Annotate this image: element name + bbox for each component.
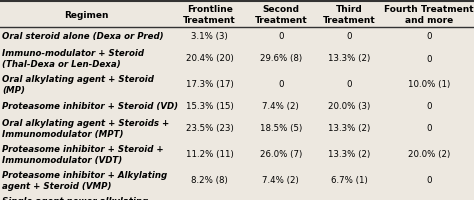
Text: 8.2% (8): 8.2% (8) — [191, 176, 228, 185]
Text: 11.2% (11): 11.2% (11) — [186, 150, 234, 159]
Text: 13.3% (2): 13.3% (2) — [328, 124, 371, 133]
Text: 7.4% (2): 7.4% (2) — [263, 102, 299, 111]
Text: 17.3% (17): 17.3% (17) — [186, 80, 234, 89]
Text: Third
Treatment: Third Treatment — [323, 5, 376, 25]
Text: 0: 0 — [426, 124, 432, 133]
Text: 26.0% (7): 26.0% (7) — [260, 150, 302, 159]
Text: 10.0% (1): 10.0% (1) — [408, 80, 450, 89]
Text: Oral alkylating agent + Steroids +
Immunomodulator (MPT): Oral alkylating agent + Steroids + Immun… — [2, 119, 169, 138]
Text: 13.3% (2): 13.3% (2) — [328, 150, 371, 159]
Text: 0: 0 — [278, 80, 283, 89]
Text: 0: 0 — [426, 176, 432, 185]
Text: Single agent newer alkylating
agent (bendamustine): Single agent newer alkylating agent (ben… — [2, 196, 148, 200]
Text: Proteasome inhibitor + Alkylating
agent + Steroid (VMP): Proteasome inhibitor + Alkylating agent … — [2, 170, 167, 190]
Text: Proteasome inhibitor + Steroid +
Immunomodulator (VDT): Proteasome inhibitor + Steroid + Immunom… — [2, 145, 164, 164]
Text: 3.1% (3): 3.1% (3) — [191, 32, 228, 41]
Text: 23.5% (23): 23.5% (23) — [186, 124, 234, 133]
Text: Immuno-modulator + Steroid
(Thal-Dexa or Len-Dexa): Immuno-modulator + Steroid (Thal-Dexa or… — [2, 49, 144, 68]
Text: Frontline
Treatment: Frontline Treatment — [183, 5, 236, 25]
Text: 20.4% (20): 20.4% (20) — [186, 54, 234, 63]
Text: 0: 0 — [426, 54, 432, 63]
Text: Second
Treatment: Second Treatment — [255, 5, 307, 25]
Text: 6.7% (1): 6.7% (1) — [331, 176, 368, 185]
Text: 13.3% (2): 13.3% (2) — [328, 54, 371, 63]
Text: 0: 0 — [426, 102, 432, 111]
Text: 0: 0 — [347, 32, 352, 41]
Text: 15.3% (15): 15.3% (15) — [186, 102, 234, 111]
Text: Proteasome inhibitor + Steroid (VD): Proteasome inhibitor + Steroid (VD) — [2, 102, 178, 111]
Text: Oral alkylating agent + Steroid
(MP): Oral alkylating agent + Steroid (MP) — [2, 75, 154, 94]
Text: 20.0% (2): 20.0% (2) — [408, 150, 450, 159]
Text: 0: 0 — [426, 32, 432, 41]
Text: 7.4% (2): 7.4% (2) — [263, 176, 299, 185]
Text: 0: 0 — [347, 80, 352, 89]
Text: Regimen: Regimen — [64, 10, 109, 19]
Text: Oral steroid alone (Dexa or Pred): Oral steroid alone (Dexa or Pred) — [2, 32, 164, 41]
Text: 0: 0 — [278, 32, 283, 41]
Text: 18.5% (5): 18.5% (5) — [260, 124, 302, 133]
Text: 29.6% (8): 29.6% (8) — [260, 54, 302, 63]
Text: Fourth Treatment
and more: Fourth Treatment and more — [384, 5, 474, 25]
Text: 20.0% (3): 20.0% (3) — [328, 102, 371, 111]
